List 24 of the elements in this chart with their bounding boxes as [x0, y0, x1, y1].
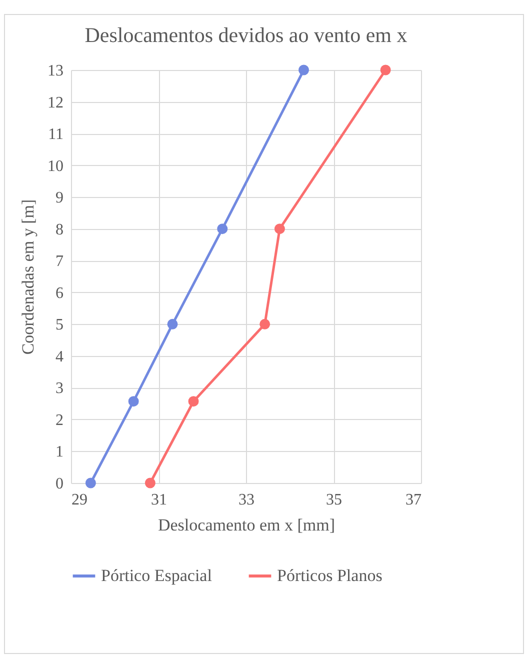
y-tick-label: 10	[48, 158, 64, 175]
y-tick-label: 9	[56, 190, 64, 207]
y-axis-title: Coordenadas em y [m]	[18, 199, 38, 355]
y-tick-label: 4	[56, 348, 64, 366]
y-tick-label: 0	[56, 476, 64, 492]
chart-title: Deslocamentos devidos ao vento em x	[84, 23, 408, 47]
y-tick-label: 7	[56, 253, 64, 270]
y-tick-label: 3	[56, 380, 64, 398]
x-axis-title: Deslocamento em x [mm]	[158, 516, 336, 534]
legend-label: Pórtico Espacial	[101, 566, 212, 585]
y-tick-label: 6	[56, 284, 64, 302]
legend-label: Pórticos Planos	[277, 566, 382, 585]
y-tick-label: 1	[56, 444, 64, 461]
y-tick-label: 11	[48, 126, 64, 144]
x-tick-label: 31	[151, 492, 167, 508]
y-tick-label: 12	[48, 94, 64, 112]
x-tick-label: 33	[238, 492, 254, 508]
x-tick-label: 29	[72, 492, 88, 508]
y-tick-label: 2	[56, 412, 64, 429]
x-tick-label: 37	[406, 492, 422, 508]
y-tick-label: 5	[56, 316, 64, 334]
x-tick-label: 35	[326, 492, 342, 508]
y-tick-label: 13	[48, 62, 64, 80]
y-tick-label: 8	[56, 221, 64, 238]
